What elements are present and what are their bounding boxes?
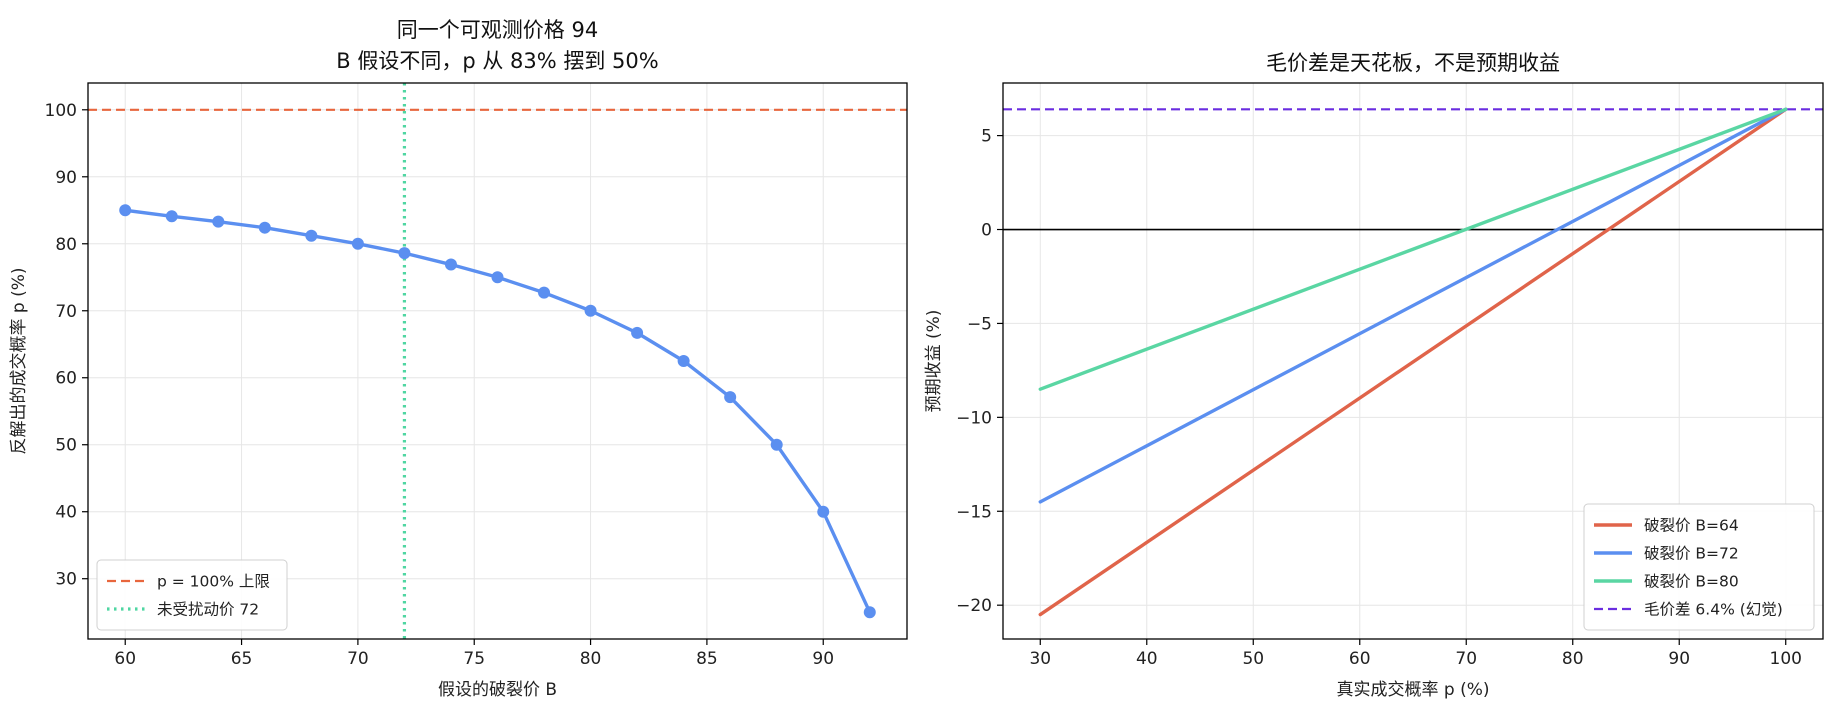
- data-point: [631, 326, 644, 339]
- data-point: [817, 505, 830, 518]
- x-tick-label: 90: [812, 649, 834, 669]
- chart-title: 同一个可观测价格 94: [397, 18, 598, 42]
- plot-frame: [87, 82, 908, 640]
- y-tick-label: 70: [55, 302, 77, 322]
- data-point: [351, 237, 364, 250]
- legend-box: [96, 559, 288, 631]
- y-tick-label: −10: [956, 408, 992, 428]
- y-tick-label: 30: [55, 570, 77, 590]
- chart-title: B 假设不同，p 从 83% 摆到 50%: [336, 49, 658, 73]
- x-tick-label: 70: [347, 649, 369, 669]
- series-line: [1038, 107, 1788, 504]
- x-tick-label: 90: [1668, 649, 1690, 669]
- legend-label: 未受扰动价 72: [157, 601, 259, 619]
- x-axis-label: 假设的破裂价 B: [438, 680, 557, 700]
- chart-2: 30 40 50 60 70 80 90 100 −20 −15 −10 −5 0 5 真实成交概率 p (…: [924, 51, 1824, 700]
- data-point: [212, 215, 225, 228]
- x-tick-label: 60: [1349, 649, 1371, 669]
- x-tick-label: 40: [1136, 649, 1158, 669]
- data-point: [119, 204, 132, 217]
- legend-box: [1583, 503, 1815, 631]
- legend-label: 破裂价 B=80: [1644, 573, 1739, 591]
- y-tick-label: −20: [956, 596, 992, 616]
- y-tick-label: 100: [45, 101, 77, 121]
- data-point: [724, 391, 737, 404]
- y-axis-label: 预期收益 (%): [924, 310, 944, 413]
- data-point: [538, 286, 551, 299]
- series-line: [1038, 107, 1788, 391]
- data-point: [770, 438, 783, 451]
- plot-frame: [1002, 82, 1824, 640]
- chart-title: 毛价差是天花板，不是预期收益: [1266, 51, 1560, 75]
- x-tick-label: 100: [1770, 649, 1802, 669]
- x-tick-label: 85: [696, 649, 718, 669]
- series-line: [123, 208, 872, 614]
- data-point: [491, 271, 504, 284]
- x-tick-label: 70: [1455, 649, 1477, 669]
- y-tick-label: −15: [956, 502, 992, 522]
- y-tick-label: 60: [55, 369, 77, 389]
- x-tick-label: 80: [1562, 649, 1584, 669]
- legend-label: 毛价差 6.4% (幻觉): [1644, 601, 1783, 619]
- data-point: [305, 229, 318, 242]
- y-tick-label: 80: [55, 235, 77, 255]
- x-tick-label: 60: [114, 649, 136, 669]
- y-tick-label: −5: [967, 314, 992, 334]
- data-point: [677, 355, 690, 367]
- x-tick-label: 75: [463, 649, 485, 669]
- series-line: [1038, 107, 1788, 617]
- y-tick-label: 50: [55, 436, 77, 456]
- y-tick-label: 0: [981, 221, 992, 241]
- x-axis-label: 真实成交概率 p (%): [1336, 680, 1489, 700]
- x-tick-label: 50: [1242, 649, 1264, 669]
- data-point: [165, 210, 178, 223]
- chart-1: 60 65 70 75 80 85 90 30 40 50 60 70 80 90 100 假设的破裂价 B 反…: [9, 18, 908, 700]
- data-point: [863, 606, 876, 619]
- data-point: [398, 247, 411, 260]
- legend-label: p = 100% 上限: [157, 573, 270, 591]
- y-tick-label: 5: [981, 127, 992, 147]
- y-axis-label: 反解出的成交概率 p (%): [9, 267, 29, 454]
- data-point: [258, 221, 271, 234]
- y-tick-label: 40: [55, 503, 77, 523]
- x-tick-label: 30: [1029, 649, 1051, 669]
- legend: 破裂价 B=64 破裂价 B=72 破裂价 B=80 毛价差 6.4% (幻觉): [1583, 503, 1815, 631]
- data-point: [584, 304, 597, 317]
- data-point: [444, 258, 457, 271]
- x-tick-label: 65: [231, 649, 253, 669]
- legend-label: 破裂价 B=64: [1644, 517, 1739, 535]
- x-tick-label: 80: [580, 649, 602, 669]
- y-tick-label: 90: [55, 168, 77, 188]
- legend-label: 破裂价 B=72: [1644, 545, 1739, 563]
